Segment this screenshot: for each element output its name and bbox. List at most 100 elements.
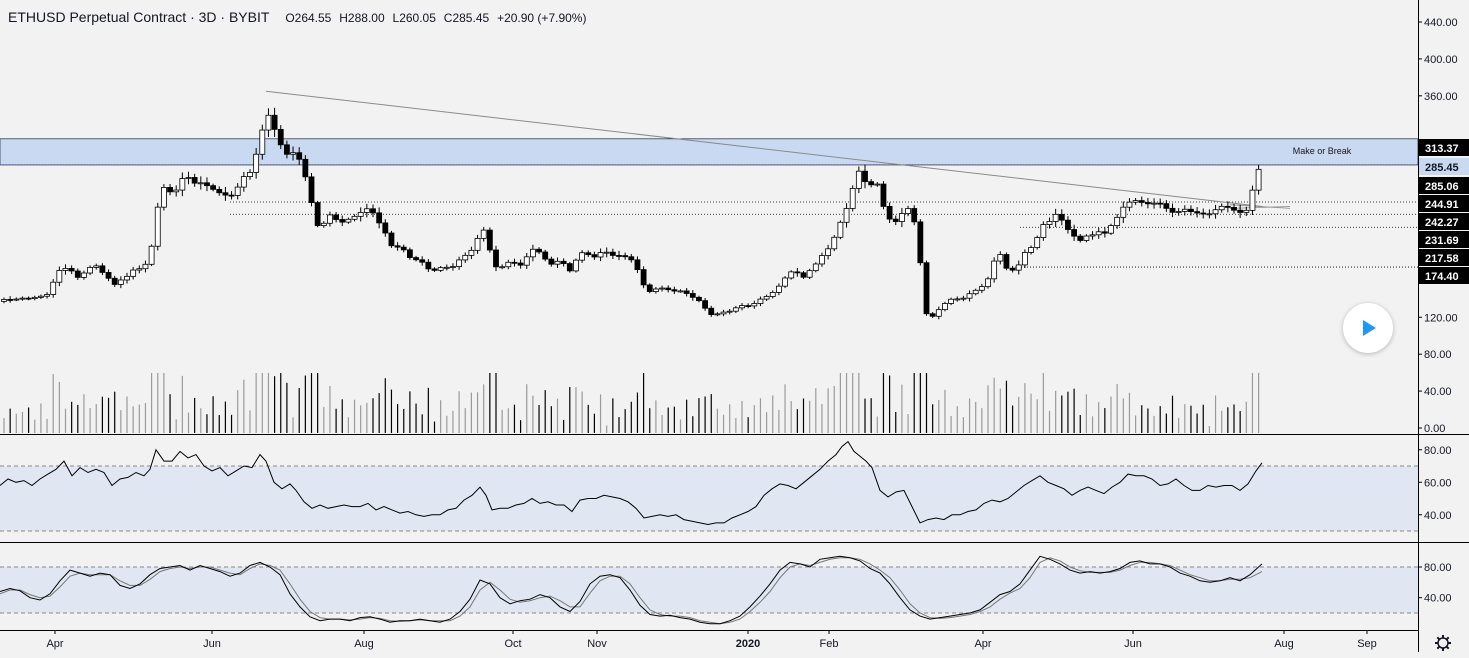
candle-body[interactable] xyxy=(929,313,936,317)
candle-body[interactable] xyxy=(696,296,702,302)
candle-body[interactable] xyxy=(948,298,954,304)
candle-body[interactable] xyxy=(1249,189,1256,211)
candle-body[interactable] xyxy=(167,187,173,193)
candle-body[interactable] xyxy=(972,289,979,295)
candle-body[interactable] xyxy=(234,186,241,196)
rsi-pane[interactable] xyxy=(0,440,1418,532)
candle-body[interactable] xyxy=(646,284,653,292)
candle-body[interactable] xyxy=(505,261,512,268)
candle-body[interactable] xyxy=(603,251,610,254)
candle-body[interactable] xyxy=(314,202,321,226)
candle-body[interactable] xyxy=(868,181,875,186)
candle-body[interactable] xyxy=(1003,254,1010,269)
candle-body[interactable] xyxy=(394,245,401,248)
candle-body[interactable] xyxy=(50,281,57,295)
candle-body[interactable] xyxy=(622,255,629,258)
candle-body[interactable] xyxy=(1126,201,1133,208)
candle-body[interactable] xyxy=(628,256,635,261)
candle-body[interactable] xyxy=(99,265,106,273)
candle-body[interactable] xyxy=(277,129,284,146)
candle-body[interactable] xyxy=(222,192,229,196)
candle-body[interactable] xyxy=(726,310,733,313)
candle-body[interactable] xyxy=(56,270,63,283)
candle-body[interactable] xyxy=(320,222,327,226)
candle-body[interactable] xyxy=(517,262,524,266)
candle-body[interactable] xyxy=(210,185,217,190)
candle-body[interactable] xyxy=(38,295,44,298)
candle-body[interactable] xyxy=(87,267,93,274)
candle-body[interactable] xyxy=(1058,213,1065,221)
candle-body[interactable] xyxy=(253,153,260,173)
candle-body[interactable] xyxy=(173,189,180,193)
candle-body[interactable] xyxy=(179,178,186,191)
candle-body[interactable] xyxy=(905,208,911,214)
candle-body[interactable] xyxy=(124,275,130,281)
candle-body[interactable] xyxy=(1071,229,1077,237)
candle-body[interactable] xyxy=(74,270,81,278)
descending-trendline[interactable] xyxy=(265,90,1263,208)
candle-body[interactable] xyxy=(1151,202,1157,205)
candle-body[interactable] xyxy=(745,305,752,307)
candle-body[interactable] xyxy=(560,260,567,264)
candle-body[interactable] xyxy=(1114,216,1121,227)
candle-body[interactable] xyxy=(966,293,973,299)
candle-body[interactable] xyxy=(197,182,204,185)
candle-body[interactable] xyxy=(271,114,278,130)
candle-body[interactable] xyxy=(542,251,549,260)
candle-body[interactable] xyxy=(265,114,272,131)
candle-body[interactable] xyxy=(204,182,210,187)
symbol-header[interactable]: ETHUSD Perpetual Contract · 3D · BYBIT O… xyxy=(8,9,586,25)
play-button[interactable] xyxy=(1343,303,1393,353)
candle-body[interactable] xyxy=(917,221,924,264)
candle-body[interactable] xyxy=(769,291,776,297)
candle-body[interactable] xyxy=(1120,206,1127,218)
candle-body[interactable] xyxy=(259,129,266,155)
candle-body[interactable] xyxy=(1138,200,1145,203)
candle-body[interactable] xyxy=(1101,231,1108,234)
candle-body[interactable] xyxy=(1145,202,1151,205)
candle-body[interactable] xyxy=(886,206,893,220)
candle-body[interactable] xyxy=(874,183,881,186)
candle-body[interactable] xyxy=(413,257,419,261)
candle-body[interactable] xyxy=(296,152,303,160)
candle-body[interactable] xyxy=(388,232,395,247)
candle-body[interactable] xyxy=(240,176,247,188)
candle-body[interactable] xyxy=(899,213,905,222)
candle-body[interactable] xyxy=(794,271,801,274)
time-axis[interactable]: Apr Jun Aug Oct Nov 2020 Feb Apr Jun Aug Sep xyxy=(46,630,1377,650)
candle-body[interactable] xyxy=(751,303,758,307)
candle-body[interactable] xyxy=(1034,237,1041,248)
candle-body[interactable] xyxy=(406,249,413,258)
candle-body[interactable] xyxy=(714,313,721,316)
candle-body[interactable] xyxy=(978,286,985,291)
stoch-k-line[interactable] xyxy=(0,555,1263,625)
candle-body[interactable] xyxy=(1022,252,1028,266)
candle-body[interactable] xyxy=(1206,213,1213,216)
candle-body[interactable] xyxy=(308,176,315,203)
candle-body[interactable] xyxy=(763,296,770,300)
candle-body[interactable] xyxy=(837,221,844,238)
candle-body[interactable] xyxy=(591,254,598,258)
candle-body[interactable] xyxy=(357,212,364,217)
candle-body[interactable] xyxy=(327,214,333,224)
candle-body[interactable] xyxy=(616,255,622,257)
candle-body[interactable] xyxy=(191,177,198,184)
candle-body[interactable] xyxy=(363,208,370,213)
candle-body[interactable] xyxy=(923,262,930,315)
candle-body[interactable] xyxy=(1015,264,1022,271)
candle-body[interactable] xyxy=(1237,209,1244,213)
candle-body[interactable] xyxy=(1009,267,1016,271)
candle-body[interactable] xyxy=(376,212,383,224)
candle-body[interactable] xyxy=(443,266,450,269)
candle-body[interactable] xyxy=(800,272,807,278)
candle-body[interactable] xyxy=(985,278,991,288)
candle-body[interactable] xyxy=(708,307,715,315)
candle-body[interactable] xyxy=(13,298,20,301)
candle-body[interactable] xyxy=(351,215,358,220)
candle-body[interactable] xyxy=(228,194,235,197)
candle-body[interactable] xyxy=(450,266,456,268)
candle-body[interactable] xyxy=(597,252,604,258)
stoch-d-line[interactable] xyxy=(0,557,1263,625)
candle-body[interactable] xyxy=(1181,208,1188,212)
